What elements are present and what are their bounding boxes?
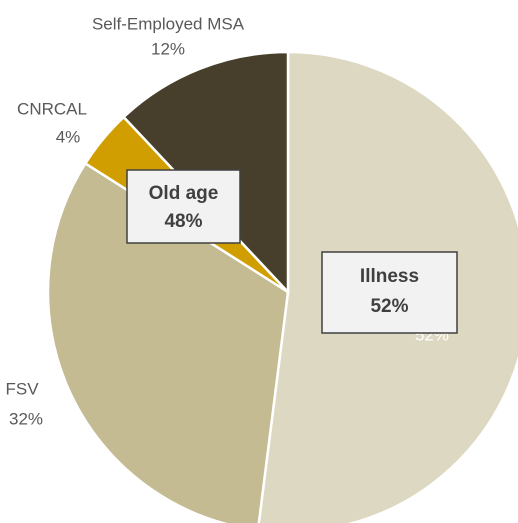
slice-category-label: CNRCAL [17, 99, 87, 118]
slice-value-label: 12% [151, 39, 185, 58]
callout-title: Old age [149, 183, 219, 204]
callout-box [321, 251, 458, 334]
pie-slice [46, 161, 290, 523]
callout-value: 52% [370, 296, 408, 317]
slice-labels: 52% FSV 32% CNRCAL 4% Self-Employed MSA 12% [5, 14, 449, 428]
callout-old-age: Old age 48% [126, 169, 241, 244]
slice-value-label: 4% [56, 127, 81, 146]
callout-title: Illness [360, 266, 419, 287]
callout-illness: Illness 52% [321, 251, 458, 334]
slice-category-label: Self-Employed MSA [92, 14, 245, 33]
callout-value: 48% [164, 211, 202, 232]
slice-category-label: FSV [5, 379, 39, 398]
slice-value-label: 32% [9, 409, 43, 428]
callout-box [126, 169, 241, 244]
